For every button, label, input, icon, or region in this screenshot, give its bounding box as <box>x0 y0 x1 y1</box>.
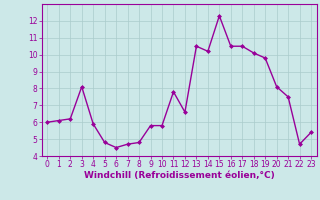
X-axis label: Windchill (Refroidissement éolien,°C): Windchill (Refroidissement éolien,°C) <box>84 171 275 180</box>
